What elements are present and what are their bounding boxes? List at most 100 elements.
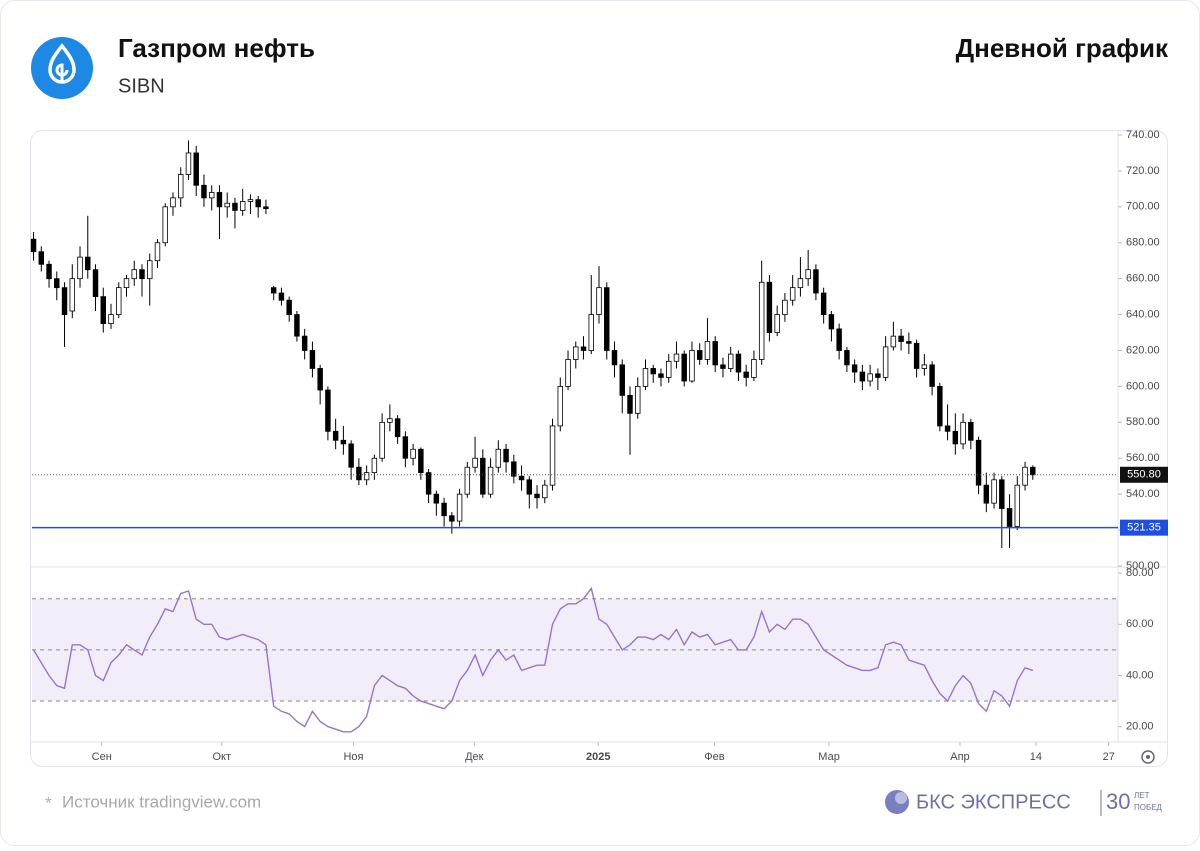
candle-body: [867, 373, 873, 382]
x-tick-label: Апр: [950, 751, 969, 763]
candle-body: [247, 199, 254, 202]
candle-body: [418, 448, 424, 474]
title: Газпром нефть: [118, 33, 315, 63]
candle-body: [495, 448, 502, 468]
candle-body: [69, 278, 76, 312]
candle-body: [170, 197, 176, 208]
level-label: 521.35: [1127, 522, 1161, 534]
candle-body: [387, 418, 393, 423]
candle-body: [596, 287, 602, 315]
candle-body: [836, 328, 842, 351]
candle-body: [844, 350, 850, 366]
anniversary-top: ЛЕТ: [1134, 791, 1150, 800]
candle-body: [402, 436, 409, 459]
candle-body: [162, 206, 168, 244]
x-tick-label: Мар: [818, 751, 840, 763]
candle-body: [991, 479, 997, 504]
y-tick-label: 700.00: [1126, 201, 1160, 213]
candle-body: [952, 430, 959, 445]
candle-body: [627, 394, 633, 414]
candle-body: [859, 371, 866, 382]
y-tick-label: 540.00: [1126, 488, 1160, 500]
candle-body: [464, 466, 471, 495]
candle-body: [487, 466, 494, 495]
candle-body: [526, 479, 533, 495]
candle-body: [921, 364, 928, 369]
candle-body: [875, 373, 881, 378]
candle-body: [263, 206, 269, 210]
candle-body: [1014, 484, 1021, 527]
candle-body: [61, 287, 68, 315]
candle-body: [394, 418, 401, 438]
last-price-bg: [1120, 466, 1168, 483]
candle-body: [441, 502, 447, 517]
candle-body: [573, 346, 579, 360]
candle-body: [301, 335, 308, 351]
level-label-bg: [1120, 519, 1168, 536]
candle-body: [147, 260, 153, 280]
candle-body: [356, 466, 362, 481]
candle-body: [960, 421, 966, 445]
candle-body: [820, 292, 827, 315]
candle-body: [1022, 466, 1028, 486]
settings-icon[interactable]: [1141, 750, 1155, 764]
candle-body: [604, 287, 610, 351]
logo: [31, 37, 93, 99]
candle-body: [774, 314, 780, 333]
candle-body: [363, 472, 370, 481]
anniversary: 30: [1106, 789, 1130, 814]
candle-body: [549, 425, 556, 486]
candle-body: [619, 364, 625, 396]
candle-body: [735, 353, 742, 373]
candle-body: [650, 368, 656, 375]
candle-body: [309, 350, 316, 369]
candle-body: [77, 256, 83, 280]
candle-body: [208, 192, 215, 199]
candle-body: [100, 296, 106, 324]
candle-body: [317, 368, 323, 391]
candle-body: [92, 269, 99, 298]
candle-body: [511, 461, 517, 477]
candle-body: [255, 199, 261, 208]
anniversary-bottom: ПОБЕД: [1134, 803, 1163, 812]
candle-body: [983, 484, 990, 504]
candle-body: [727, 353, 734, 369]
y-tick-label: 620.00: [1126, 344, 1160, 356]
candle-body: [139, 269, 145, 280]
candle-body: [332, 430, 339, 441]
y-tick-label: 580.00: [1126, 416, 1160, 428]
candle-body: [270, 287, 277, 294]
candle-body: [449, 515, 455, 522]
x-tick-label: 2025: [586, 751, 610, 763]
candle-body: [278, 292, 285, 301]
logo-g: [55, 63, 69, 82]
candle-body: [666, 360, 672, 378]
brand-name: БКС ЭКСПРЕСС: [916, 791, 1071, 813]
candle-body: [85, 256, 91, 271]
candle-body: [371, 457, 378, 474]
candle-body: [178, 174, 184, 199]
candle-body: [38, 251, 45, 265]
candle-body: [557, 386, 564, 427]
gear-center[interactable]: [1146, 755, 1150, 759]
candle-body: [913, 342, 920, 369]
candle-body: [193, 152, 199, 186]
x-tick-label: Сен: [92, 751, 112, 763]
candle-body: [239, 201, 246, 211]
candle-body: [758, 281, 765, 360]
candle-body: [751, 359, 757, 378]
candle-body: [975, 439, 982, 486]
gear[interactable]: [1141, 750, 1155, 764]
y-tick-label: 560.00: [1126, 452, 1160, 464]
candle-body: [696, 350, 703, 360]
candle-body: [720, 364, 726, 369]
candle-body: [580, 346, 587, 351]
candle-body: [325, 389, 331, 432]
candle-body: [642, 368, 649, 387]
y-tick-label: 640.00: [1126, 308, 1160, 320]
candle-body: [201, 184, 207, 199]
x-tick-label: 27: [1103, 751, 1115, 763]
candle-body: [890, 335, 897, 348]
